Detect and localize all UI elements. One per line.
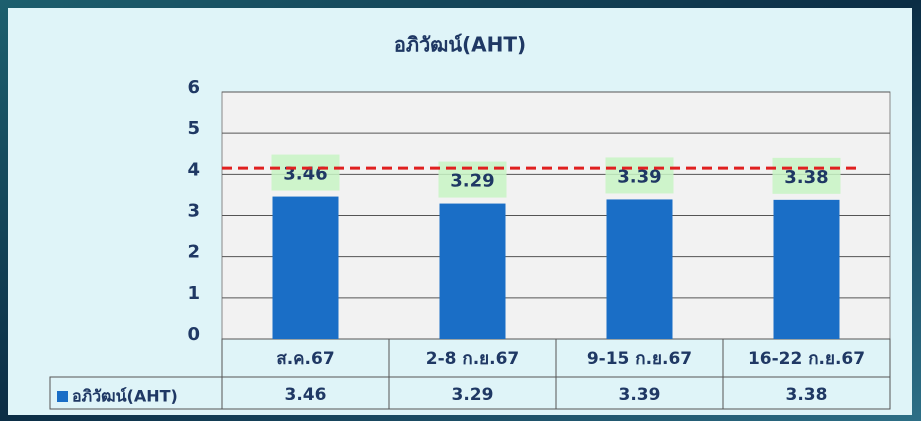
y-tick-label: 1 — [187, 283, 200, 304]
legend-marker — [57, 391, 68, 402]
table-value: 3.39 — [619, 385, 661, 405]
y-tick-label: 4 — [187, 159, 200, 180]
data-label-box — [772, 157, 841, 194]
y-tick-label: 6 — [187, 77, 200, 98]
table-value: 3.38 — [786, 385, 828, 405]
x-tick-label: ส.ค.67 — [276, 349, 334, 369]
data-label: 3.29 — [450, 171, 494, 192]
table-value: 3.46 — [285, 385, 327, 405]
table-value: 3.29 — [452, 385, 494, 405]
y-tick-label: 5 — [187, 118, 200, 139]
data-label-box — [605, 157, 674, 194]
bar — [606, 199, 673, 339]
x-tick-label: 16-22 ก.ย.67 — [748, 349, 865, 369]
legend-label: อภิวัฒน์(AHT) — [72, 387, 178, 406]
y-tick-label: 2 — [187, 242, 200, 263]
bar — [272, 196, 339, 339]
x-tick-label: 2-8 ก.ย.67 — [426, 349, 519, 369]
data-label: 3.38 — [784, 167, 828, 188]
y-tick-label: 3 — [187, 201, 200, 222]
bar — [773, 199, 840, 339]
bar — [439, 203, 506, 339]
data-label-box — [271, 154, 340, 191]
chart-title: อภิวัฒน์(AHT) — [394, 33, 526, 57]
y-tick-label: 0 — [187, 324, 200, 345]
table-value-row — [49, 376, 891, 410]
data-label: 3.39 — [617, 166, 661, 187]
x-tick-label: 9-15 ก.ย.67 — [587, 349, 692, 369]
